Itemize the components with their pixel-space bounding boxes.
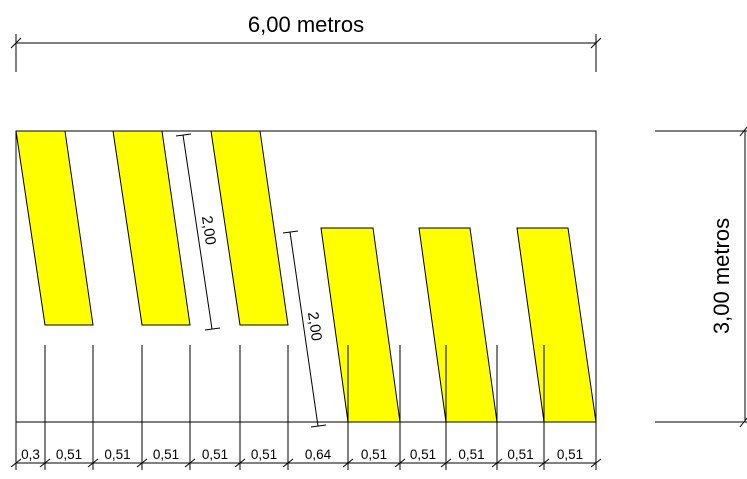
upper-stripe-length-dimension (175, 133, 221, 331)
upper-length-label: 2,00 (198, 215, 219, 246)
bottom-tick (538, 458, 550, 468)
crossing-outline (15, 130, 597, 423)
spacing-label: 0,51 (507, 447, 533, 462)
bottom-tick (342, 458, 354, 468)
spacing-label: 0,51 (458, 447, 484, 462)
height-tick-bottom (739, 417, 747, 428)
spacing-label: 0,51 (410, 447, 436, 462)
bottom-tick (10, 458, 22, 468)
bottom-tick (234, 458, 246, 468)
bottom-tick (440, 458, 452, 468)
upper-stripe-2 (112, 130, 191, 326)
bottom-tick (87, 458, 99, 468)
width-label: 6,00 metros (248, 12, 364, 37)
bottom-tick (491, 458, 503, 468)
height-tick-top (739, 126, 747, 137)
spacing-label: 0,51 (104, 447, 130, 462)
spacing-label: 0,51 (361, 447, 387, 462)
bottom-tick (282, 458, 294, 468)
height-dimension (655, 126, 747, 428)
bottom-tick (184, 458, 196, 468)
upper-length-tick-top (175, 133, 192, 137)
width-tick-left (10, 37, 22, 49)
lower-stripe-length-dimension (282, 230, 327, 428)
lower-length-tick-bottom (310, 424, 327, 428)
spacing-label: 0,51 (251, 447, 277, 462)
lower-stripe-2 (418, 227, 498, 423)
width-tick-right (590, 37, 602, 49)
lower-length-label: 2,00 (304, 311, 325, 342)
lower-length-line (289, 231, 319, 427)
spacing-label: 0,51 (557, 447, 583, 462)
spacing-label: 0,51 (202, 447, 228, 462)
lower-length-tick-top (282, 230, 299, 234)
spacing-label: 0,51 (153, 447, 179, 462)
bottom-tick (39, 458, 51, 468)
upper-stripe-1 (15, 130, 94, 326)
lower-stripe-3 (516, 227, 597, 423)
upper-stripe-3 (210, 130, 289, 326)
bottom-spacing-chain: 0,3 0,51 0,51 0,51 0,51 0,51 0,64 0,51 0,51 0,51 0… (10, 345, 602, 470)
width-dimension (10, 34, 602, 72)
upper-length-tick-bottom (204, 327, 221, 331)
bottom-tick (590, 458, 602, 468)
height-label: 3,00 metros (709, 218, 734, 334)
bottom-tick (394, 458, 406, 468)
spacing-label: 0,64 (305, 447, 332, 462)
lower-stripe-1 (320, 227, 401, 423)
spacing-label: 0,51 (56, 447, 82, 462)
upper-length-line (182, 134, 213, 330)
spacing-label: 0,3 (21, 447, 40, 462)
bottom-tick (136, 458, 148, 468)
